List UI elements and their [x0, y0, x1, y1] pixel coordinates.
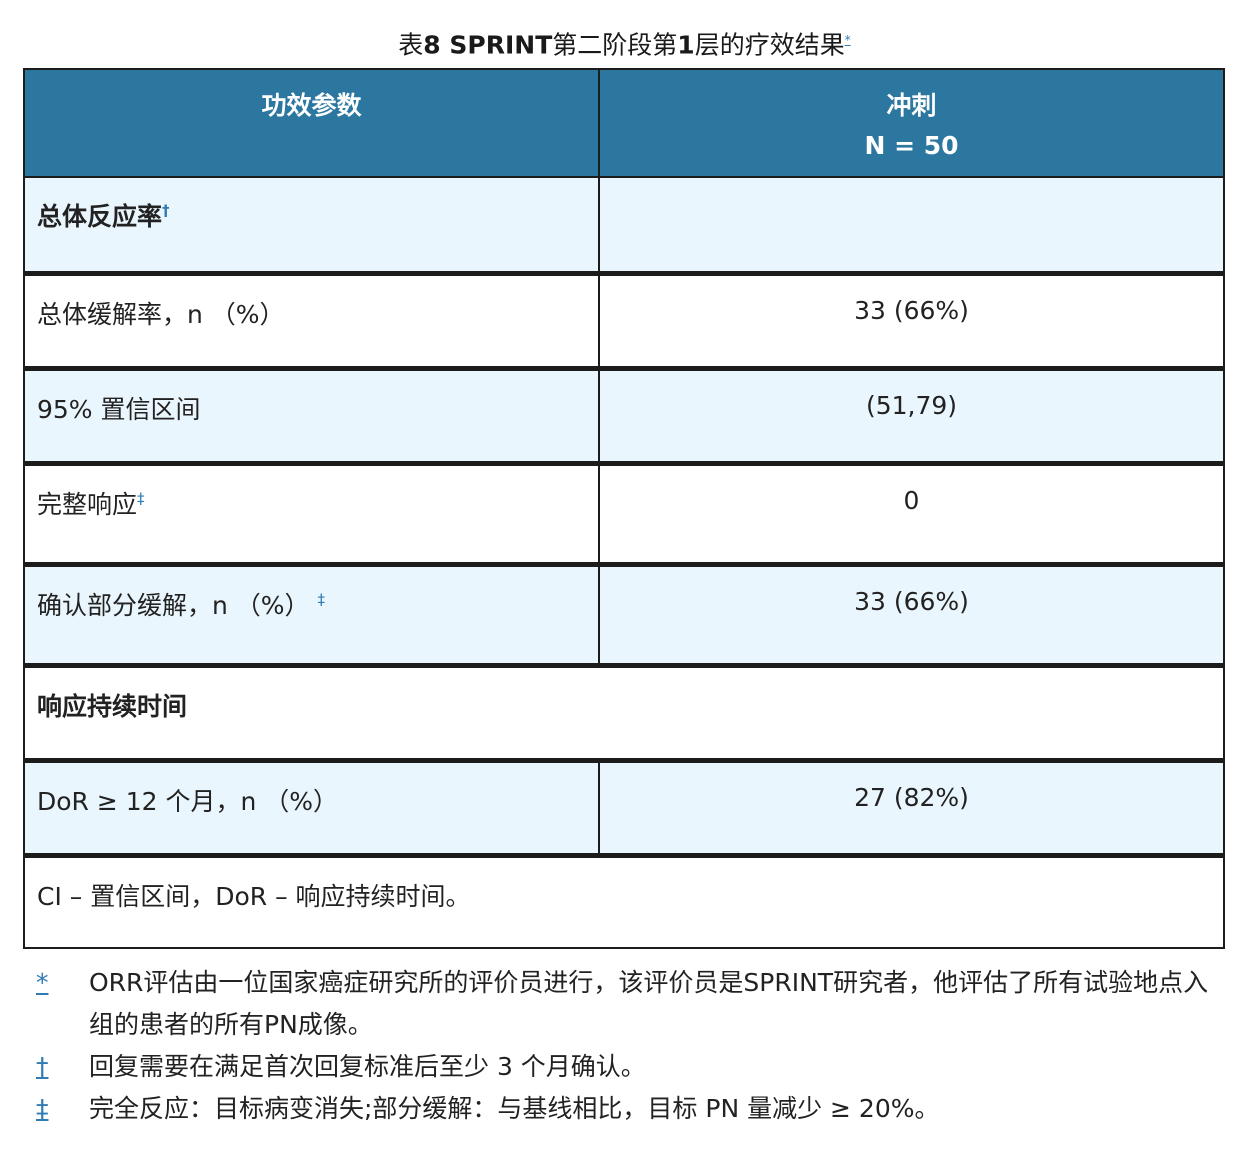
table-row: CI – 置信区间，DoR – 响应持续时间。	[24, 852, 1224, 948]
caption-trial: SPRINT	[440, 30, 553, 60]
footnote-text: ORR评估由一位国家癌症研究所的评价员进行，该评价员是SPRINT研究者，他评估…	[89, 968, 1209, 1039]
footnote-double-dagger-link[interactable]: ‡	[317, 590, 326, 609]
row-label: 总体缓解率，n （%）	[24, 270, 600, 368]
caption-prefix: 表	[398, 30, 424, 60]
table-row: 响应持续时间	[24, 662, 1224, 760]
footnotes: * ORR评估由一位国家癌症研究所的评价员进行，该评价员是SPRINT研究者，他…	[36, 962, 1216, 1130]
row-label: 95% 置信区间	[24, 365, 600, 463]
row-value: 0	[599, 460, 1224, 564]
row-label: 总体反应率†	[24, 176, 600, 273]
row-value: 33 (66%)	[599, 561, 1224, 665]
caption-number: 8	[423, 30, 441, 60]
footnote-text: 回复需要在满足首次回复标准后至少 3 个月确认。	[89, 1052, 646, 1081]
caption-suffix: 层的疗效结果	[694, 30, 845, 60]
table-header-row: 功效参数 冲刺 N = 50	[24, 69, 1224, 177]
row-value: (51,79)	[599, 365, 1224, 463]
footnote-double-dagger-link[interactable]: ‡	[137, 489, 145, 508]
footnote-mark[interactable]: †	[36, 1052, 49, 1081]
table-row: 95% 置信区间 (51,79)	[24, 365, 1224, 463]
row-label: 确认部分缓解，n （%） ‡	[24, 561, 600, 665]
caption-layer: 1	[677, 30, 695, 60]
row-label: 完整响应‡	[24, 460, 600, 564]
row-value: 33 (66%)	[599, 270, 1224, 368]
header-param: 功效参数	[24, 69, 600, 177]
footnote-mark[interactable]: *	[36, 968, 49, 997]
footnote-item: ‡ 完全反应：目标病变消失;部分缓解：与基线相比，目标 PN 量减少 ≥ 20%…	[36, 1088, 1216, 1130]
row-section-label: 响应持续时间	[24, 662, 1224, 760]
footnote-mark[interactable]: ‡	[36, 1094, 49, 1123]
caption-footnote-link[interactable]: *	[844, 33, 851, 47]
footnote-item: * ORR评估由一位国家癌症研究所的评价员进行，该评价员是SPRINT研究者，他…	[36, 962, 1216, 1046]
caption-middle: 第二阶段第	[552, 30, 678, 60]
row-label: DoR ≥ 12 个月，n （%）	[24, 757, 600, 855]
table-row: 总体反应率†	[24, 176, 1224, 273]
header-n: N = 50	[864, 131, 959, 160]
footnote-item: † 回复需要在满足首次回复标准后至少 3 个月确认。	[36, 1046, 1216, 1088]
efficacy-table: 功效参数 冲刺 N = 50 总体反应率† 总体缓解率，n （%） 33 (66%…	[23, 68, 1225, 949]
table-caption: 表8 SPRINT第二阶段第1层的疗效结果*	[0, 18, 1249, 67]
table-row: 总体缓解率，n （%） 33 (66%)	[24, 270, 1224, 368]
header-arm: 冲刺 N = 50	[599, 69, 1224, 177]
footnote-dagger-link[interactable]: †	[162, 201, 170, 220]
row-value: 27 (82%)	[599, 757, 1224, 855]
table-row: DoR ≥ 12 个月，n （%） 27 (82%)	[24, 757, 1224, 855]
footnote-text: 完全反应：目标病变消失;部分缓解：与基线相比，目标 PN 量减少 ≥ 20%。	[89, 1094, 940, 1123]
table-row: 完整响应‡ 0	[24, 460, 1224, 564]
row-value	[599, 176, 1224, 273]
table-row: 确认部分缓解，n （%） ‡ 33 (66%)	[24, 561, 1224, 665]
abbreviations-note: CI – 置信区间，DoR – 响应持续时间。	[24, 852, 1224, 948]
